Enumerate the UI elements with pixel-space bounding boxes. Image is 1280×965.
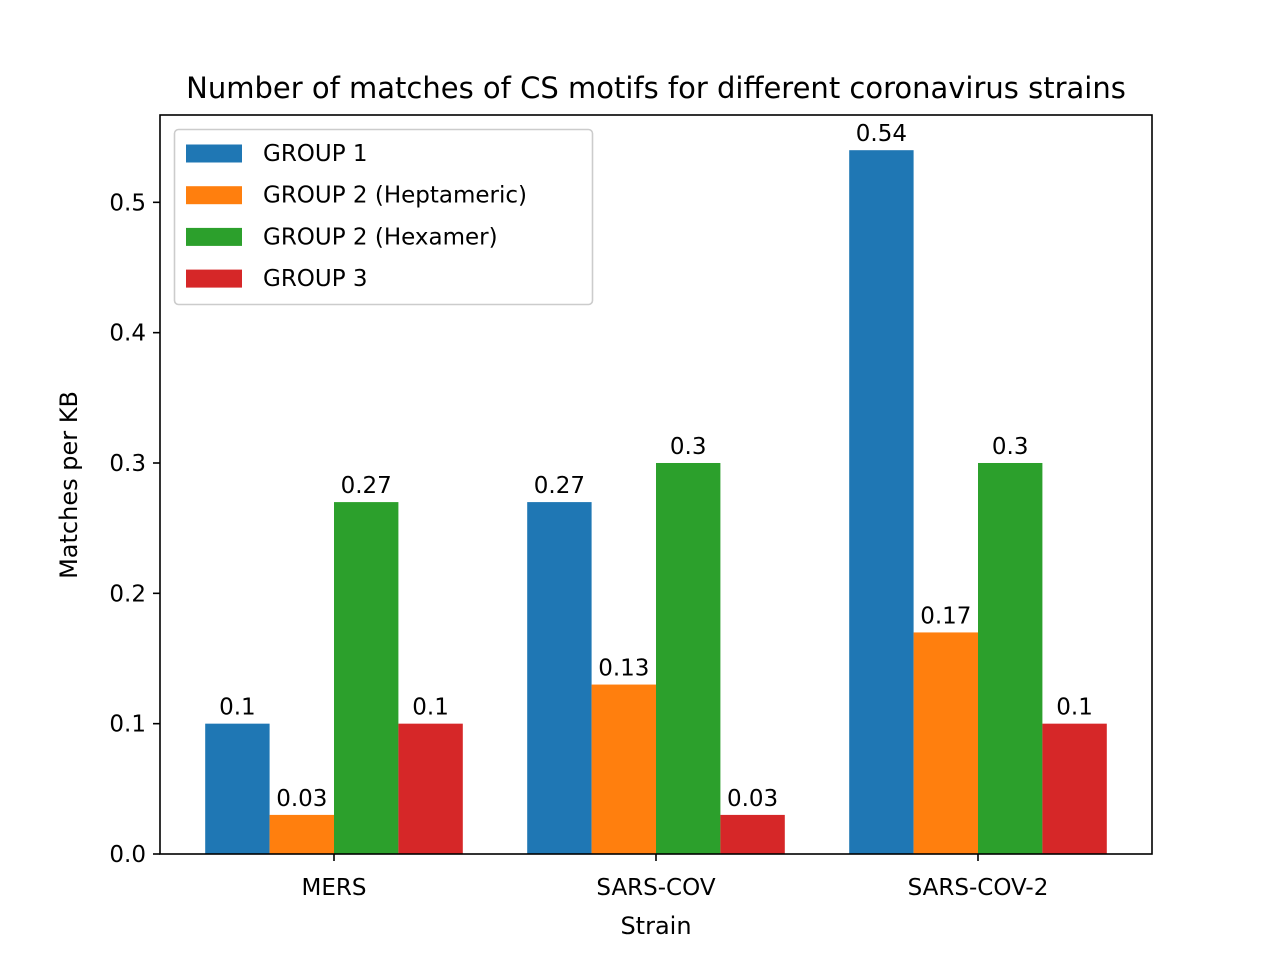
y-tick-label: 0.2 — [109, 581, 146, 607]
bar-group-1-sars-cov-2 — [849, 150, 914, 854]
y-tick-label: 0.0 — [109, 842, 146, 868]
x-tick-label: SARS-COV-2 — [908, 875, 1049, 901]
bar-group-1-sars-cov — [527, 502, 592, 854]
legend-swatch-group-1 — [186, 144, 242, 163]
bar-value-label: 0.1 — [1056, 695, 1093, 721]
bar-group-3-mers — [398, 723, 463, 854]
x-tick-label: SARS-COV — [596, 875, 715, 901]
bars-layer — [205, 150, 1107, 854]
bar-group-2-hexamer-sars-cov — [656, 462, 721, 854]
legend-swatch-group-2-hexamer — [186, 227, 242, 246]
legend-label: GROUP 3 — [263, 266, 368, 292]
chart-title: Number of matches of CS motifs for diffe… — [186, 71, 1126, 105]
bar-value-label: 0.1 — [412, 695, 449, 721]
legend-box — [173, 128, 594, 306]
y-tick-label: 0.1 — [109, 712, 146, 738]
bar-value-label: 0.54 — [856, 121, 907, 147]
bar-value-label: 0.03 — [727, 786, 778, 812]
bar-value-label: 0.17 — [920, 603, 971, 629]
bar-value-label: 0.03 — [276, 786, 327, 812]
bar-group-3-sars-cov — [720, 814, 785, 854]
legend-label: GROUP 1 — [263, 141, 368, 167]
bar-group-2-heptameric-mers — [269, 814, 334, 854]
bar-group-1-mers — [205, 723, 270, 854]
bar-value-label: 0.27 — [341, 473, 392, 499]
legend-swatch-group-2-heptameric — [186, 186, 242, 205]
y-axis-label: Matches per KB — [55, 391, 83, 579]
bar-value-label: 0.13 — [598, 656, 649, 682]
bar-group-2-hexamer-sars-cov-2 — [978, 462, 1043, 854]
bar-value-label: 0.1 — [219, 695, 256, 721]
bar-value-label: 0.3 — [670, 434, 707, 460]
legend-label: GROUP 2 (Hexamer) — [263, 224, 498, 250]
bar-labels-layer: 0.1 0.27 0.54 0.03 0.13 0.17 0.27 0.3 0.3 0.1 0.03… — [219, 121, 1093, 812]
y-tick-label: 0.5 — [109, 190, 146, 216]
y-tick-label: 0.3 — [109, 451, 146, 477]
x-axis-label: Strain — [620, 912, 691, 940]
bar-group-2-heptameric-sars-cov-2 — [913, 632, 978, 854]
bar-group-2-heptameric-sars-cov — [591, 684, 656, 854]
bar-group-3-sars-cov-2 — [1042, 723, 1107, 854]
bar-value-label: 0.27 — [534, 473, 585, 499]
legend-label: GROUP 2 (Heptameric) — [263, 183, 527, 209]
legend: GROUP 1 GROUP 2 (Heptameric) GROUP 2 (Hexa… — [173, 128, 594, 306]
bar-group-2-hexamer-mers — [334, 502, 399, 854]
y-tick-label: 0.4 — [109, 321, 146, 347]
x-axis: MERS SARS-COV SARS-COV-2 — [302, 854, 1049, 901]
legend-swatch-group-3 — [186, 269, 242, 288]
y-axis: 0.0 0.1 0.2 0.3 0.4 0.5 — [109, 190, 160, 868]
x-tick-label: MERS — [302, 875, 367, 901]
bar-value-label: 0.3 — [992, 434, 1029, 460]
